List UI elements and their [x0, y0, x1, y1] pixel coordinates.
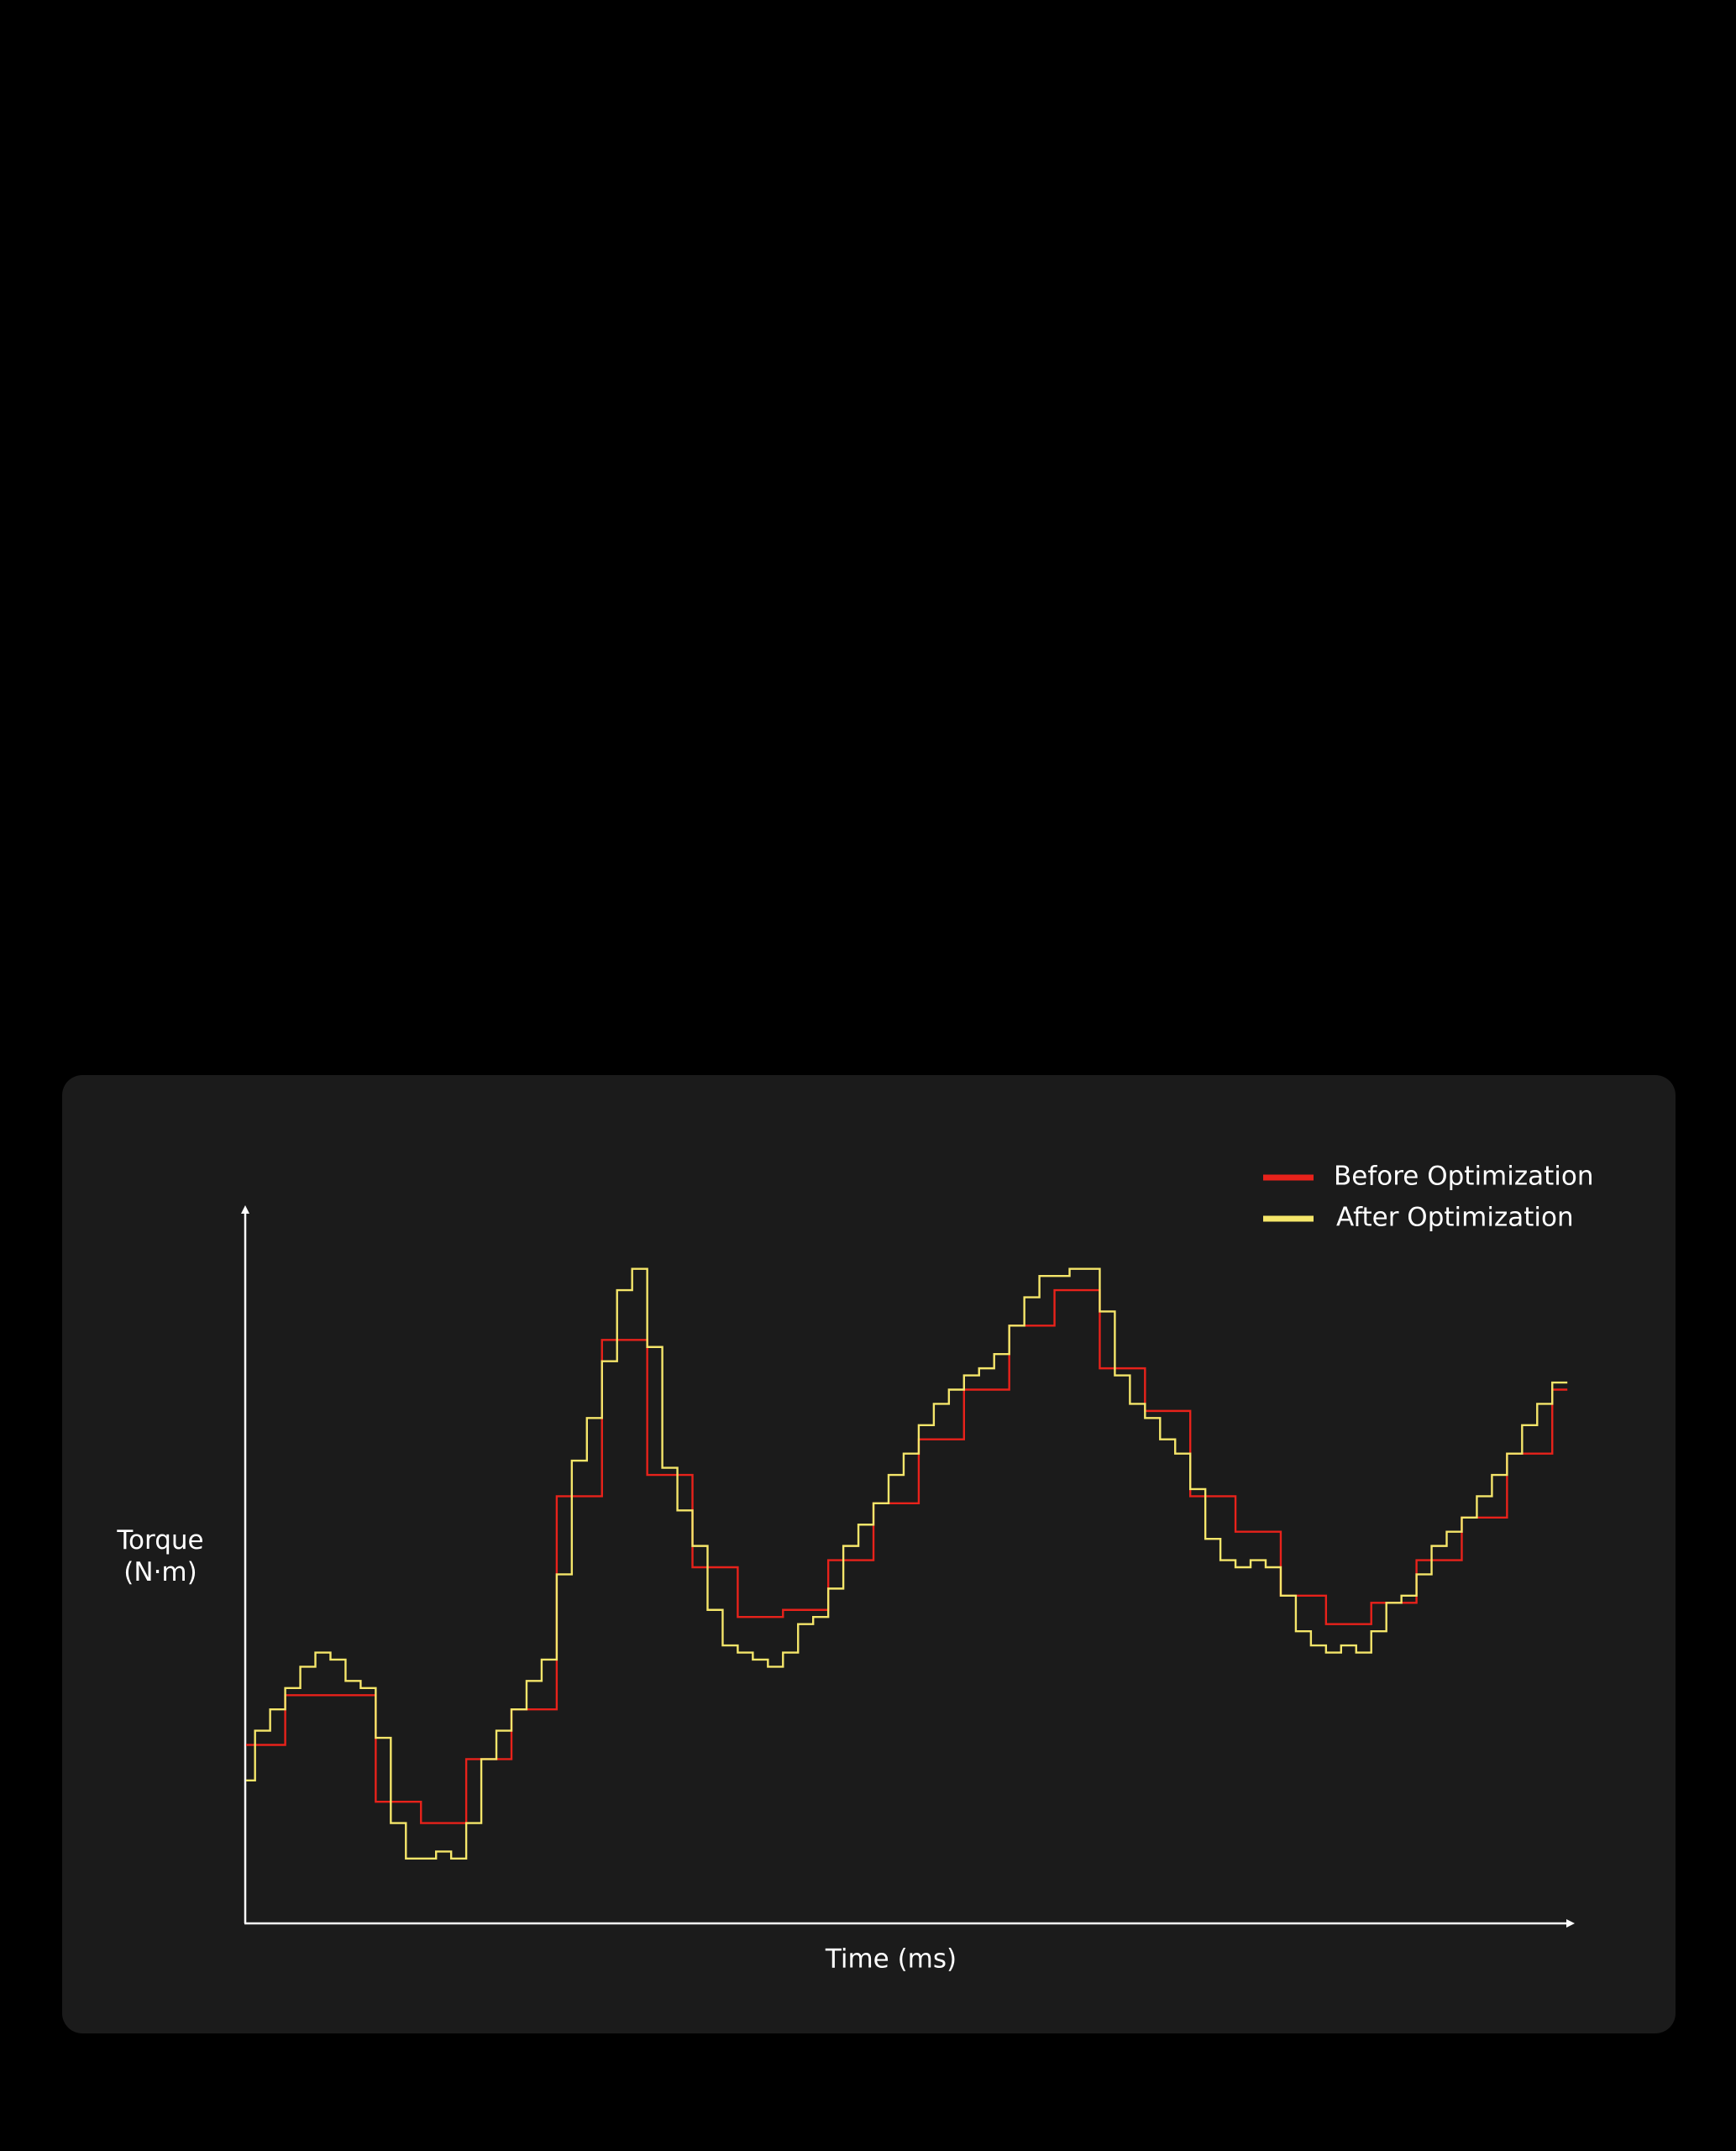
- chart-card: [62, 1075, 1676, 2033]
- series-line: [245, 1267, 1568, 1860]
- series-line: [245, 1288, 1568, 1824]
- y-axis-label: Torque (N·m): [117, 1525, 204, 1587]
- legend-label: Before Optimization: [1334, 1162, 1594, 1192]
- x-axis-label: Time (ms): [825, 1944, 957, 1975]
- legend-label: After Optimization: [1336, 1203, 1574, 1233]
